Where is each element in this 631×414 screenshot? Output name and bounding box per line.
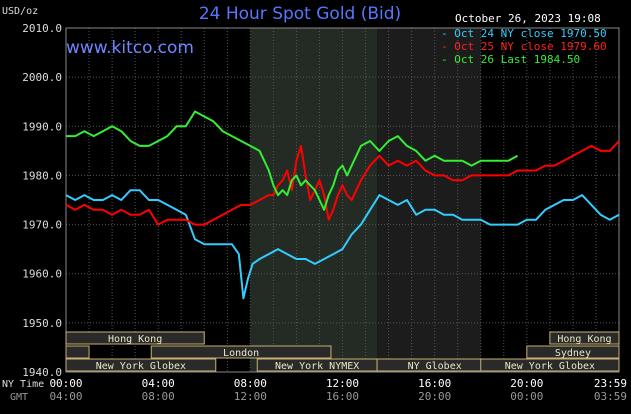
x-tick-label-gmt: 08:00 [142, 390, 175, 403]
legend: - Oct 24 NY close 1970.50 - Oct 25 NY cl… [441, 27, 607, 66]
x-tick-label-gmt: 00:00 [510, 390, 543, 403]
market-label: New York NYMEX [275, 361, 359, 372]
series-oct24-line [65, 189, 620, 300]
chart-title: 24 Hour Spot Gold (Bid) [198, 4, 402, 24]
x-tick-label-ny: 16:00 [418, 377, 451, 390]
y-tick-label: 2010.0 [22, 22, 62, 35]
unit-label: USD/oz [2, 6, 39, 17]
market-box [526, 345, 620, 359]
legend-label-oct24: Oct 24 NY close 1970.50 [454, 27, 607, 40]
x-tick-label-ny: 08:00 [234, 377, 267, 390]
x-tick-label-ny: 00:00 [49, 377, 82, 390]
y-tick-label: 1940.0 [22, 366, 62, 379]
x-tick-label-ny: 12:00 [326, 377, 359, 390]
series-oct26-line [66, 110, 519, 211]
market-box [65, 331, 205, 345]
y-tick-label: 1980.0 [22, 169, 62, 182]
y-tick-label: 2000.0 [22, 71, 62, 84]
brand-link[interactable]: www.kitco.com [66, 38, 194, 58]
market-label: NY Globex [408, 361, 462, 372]
x-row-label-ny: NY Time [2, 379, 44, 390]
market-box [65, 358, 217, 372]
plot-frame [65, 27, 620, 373]
market-label: London [223, 348, 259, 359]
x-tick-label-gmt: 03:59 [594, 390, 627, 403]
x-tick-label-gmt: 16:00 [326, 390, 359, 403]
x-tick-label-gmt: 12:00 [234, 390, 267, 403]
x-tick-label-gmt: 04:00 [49, 390, 82, 403]
market-box [549, 331, 620, 345]
market-box [65, 345, 90, 359]
legend-item-oct26: - Oct 26 Last 1984.50 [441, 53, 581, 66]
ny-session-band [250, 28, 378, 372]
market-label: New York Globex [505, 361, 595, 372]
x-tick-label-gmt: 20:00 [418, 390, 451, 403]
legend-label-oct26: Oct 26 Last 1984.50 [454, 53, 581, 66]
market-box [480, 358, 620, 372]
legend-label-oct25: Oct 25 NY close 1979.60 [454, 40, 607, 53]
x-tick-label-ny: 04:00 [142, 377, 175, 390]
market-label: Sydney [555, 348, 591, 359]
market-box [150, 345, 332, 359]
market-label: Hong Kong [557, 334, 611, 345]
y-tick-label: 1990.0 [22, 120, 62, 133]
legend-item-oct25: - Oct 25 NY close 1979.60 [441, 40, 607, 53]
market-label: Hong Kong [108, 334, 162, 345]
y-tick-label: 1960.0 [22, 268, 62, 281]
timestamp: October 26, 2023 19:08 [455, 12, 601, 25]
x-row-label-gmt: GMT [10, 392, 28, 403]
x-tick-label-ny: 20:00 [510, 377, 543, 390]
overnight-band [377, 28, 481, 372]
y-tick-label: 1950.0 [22, 317, 62, 330]
y-tick-label: 1970.0 [22, 219, 62, 232]
market-label: New York Globex [96, 361, 186, 372]
series-oct25-line [65, 140, 620, 226]
x-tick-label-ny: 23:59 [594, 377, 627, 390]
legend-item-oct24: - Oct 24 NY close 1970.50 [441, 27, 607, 40]
